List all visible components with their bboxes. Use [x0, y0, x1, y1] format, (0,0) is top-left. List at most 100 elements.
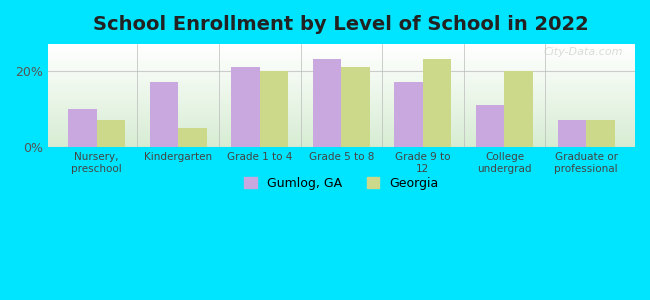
Bar	[47, 75, 635, 76]
Bar	[47, 76, 635, 77]
Bar	[47, 70, 635, 71]
Bar	[47, 77, 635, 78]
Bar	[504, 71, 533, 147]
Bar	[47, 134, 635, 135]
Bar	[47, 93, 635, 94]
Bar	[47, 145, 635, 146]
Bar	[47, 144, 635, 145]
Bar	[47, 66, 635, 67]
Bar	[47, 73, 635, 74]
Bar	[47, 56, 635, 57]
Bar	[47, 139, 635, 140]
Bar	[47, 120, 635, 121]
Bar	[47, 119, 635, 120]
Bar	[47, 97, 635, 98]
Bar	[47, 142, 635, 143]
Text: City-Data.com: City-Data.com	[544, 47, 623, 57]
Bar	[47, 107, 635, 108]
Bar	[47, 92, 635, 93]
Bar	[47, 69, 635, 70]
Bar	[97, 120, 125, 147]
Bar	[231, 67, 260, 147]
Bar	[47, 138, 635, 139]
Bar	[68, 109, 97, 147]
Bar	[47, 105, 635, 106]
Bar	[47, 137, 635, 138]
Bar	[47, 46, 635, 47]
Bar	[47, 113, 635, 114]
Bar	[47, 59, 635, 60]
Bar	[47, 102, 635, 103]
Bar	[47, 86, 635, 87]
Bar	[47, 83, 635, 84]
Bar	[47, 79, 635, 80]
Bar	[47, 47, 635, 48]
Bar	[313, 59, 341, 147]
Bar	[47, 115, 635, 116]
Bar	[47, 146, 635, 147]
Bar	[47, 84, 635, 85]
Bar	[47, 98, 635, 99]
Bar	[47, 81, 635, 82]
Bar	[47, 52, 635, 53]
Bar	[47, 72, 635, 73]
Bar	[47, 78, 635, 79]
Bar	[47, 135, 635, 136]
Bar	[47, 116, 635, 117]
Bar	[47, 117, 635, 118]
Bar	[47, 58, 635, 59]
Bar	[395, 82, 423, 147]
Bar	[47, 130, 635, 132]
Bar	[47, 48, 635, 49]
Bar	[47, 54, 635, 55]
Bar	[47, 141, 635, 142]
Bar	[178, 128, 207, 147]
Bar	[47, 68, 635, 69]
Title: School Enrollment by Level of School in 2022: School Enrollment by Level of School in …	[94, 15, 590, 34]
Bar	[47, 57, 635, 58]
Bar	[47, 121, 635, 122]
Bar	[47, 101, 635, 102]
Bar	[47, 61, 635, 62]
Bar	[47, 64, 635, 66]
Bar	[47, 114, 635, 115]
Bar	[47, 71, 635, 72]
Bar	[47, 85, 635, 86]
Bar	[47, 111, 635, 112]
Bar	[47, 143, 635, 144]
Bar	[47, 62, 635, 64]
Bar	[47, 122, 635, 123]
Bar	[47, 118, 635, 119]
Bar	[47, 128, 635, 130]
Bar	[47, 132, 635, 133]
Bar	[47, 125, 635, 127]
Bar	[47, 127, 635, 128]
Bar	[47, 94, 635, 95]
Bar	[476, 105, 504, 147]
Bar	[47, 104, 635, 105]
Bar	[150, 82, 178, 147]
Bar	[47, 133, 635, 134]
Bar	[47, 45, 635, 46]
Bar	[47, 109, 635, 110]
Bar	[47, 80, 635, 81]
Bar	[47, 49, 635, 50]
Bar	[47, 87, 635, 88]
Legend: Gumlog, GA, Georgia: Gumlog, GA, Georgia	[239, 172, 443, 195]
Bar	[558, 120, 586, 147]
Bar	[47, 51, 635, 52]
Bar	[47, 44, 635, 45]
Bar	[47, 103, 635, 104]
Bar	[47, 136, 635, 137]
Bar	[47, 82, 635, 83]
Bar	[47, 60, 635, 62]
Bar	[47, 99, 635, 100]
Bar	[47, 90, 635, 92]
Bar	[47, 55, 635, 56]
Bar	[47, 53, 635, 54]
Bar	[47, 140, 635, 141]
Bar	[586, 120, 615, 147]
Bar	[47, 88, 635, 89]
Bar	[47, 67, 635, 68]
Bar	[47, 110, 635, 111]
